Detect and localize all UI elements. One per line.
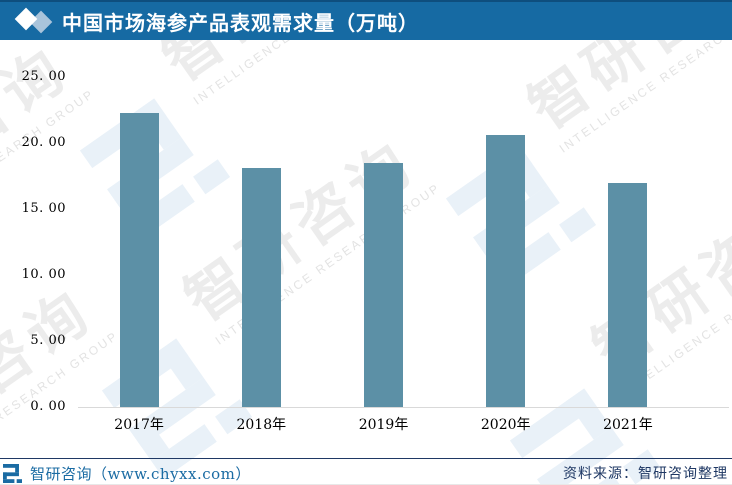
y-tick-label: 20. 00 <box>21 135 66 150</box>
y-tick-label: 15. 00 <box>21 201 66 216</box>
x-tick-label: 2018年 <box>236 417 287 433</box>
footer: 智研咨询（www.chyxx.com） 资料来源：智研咨询整理 <box>0 461 732 484</box>
page-title: 中国市场海参产品表观需求量（万吨） <box>62 12 419 35</box>
y-tick-label: 0. 00 <box>30 399 66 414</box>
x-axis-labels: 2017年 2018年 2019年 2020年 2021年 <box>78 414 689 434</box>
x-tick-label: 2019年 <box>358 417 409 433</box>
bar-2020年 <box>486 135 526 407</box>
x-tick-label: 2017年 <box>114 417 164 433</box>
y-axis-labels: 0. 00 5. 00 10. 00 15. 00 20. 00 25. 00 <box>0 0 66 440</box>
x-tick-label: 2021年 <box>603 417 653 433</box>
y-tick-label: 10. 00 <box>21 267 66 282</box>
bar-2021年 <box>608 183 648 407</box>
y-tick-label: 5. 00 <box>30 333 66 348</box>
bar-2017年 <box>119 113 159 407</box>
double-diamond-icon <box>0 1 53 41</box>
bars-row <box>78 77 689 407</box>
bar-column <box>78 77 200 407</box>
header: 中国市场海参产品表观需求量（万吨） <box>0 0 732 40</box>
footer-divider <box>0 458 732 459</box>
bar-2018年 <box>241 168 281 407</box>
bar-column <box>322 77 444 407</box>
x-tick-label: 2020年 <box>480 417 531 433</box>
bar-column <box>567 77 689 407</box>
bar-column <box>200 77 322 407</box>
y-tick-label: 25. 00 <box>21 69 66 84</box>
footer-brand-text: 智研咨询（www.chyxx.com） <box>30 464 251 483</box>
zhiyan-logo-icon <box>3 463 22 483</box>
footer-source-text: 资料来源：智研咨询整理 <box>563 466 728 482</box>
bar-column <box>445 77 567 407</box>
bar-2019年 <box>364 163 403 407</box>
x-axis-line <box>78 407 729 408</box>
